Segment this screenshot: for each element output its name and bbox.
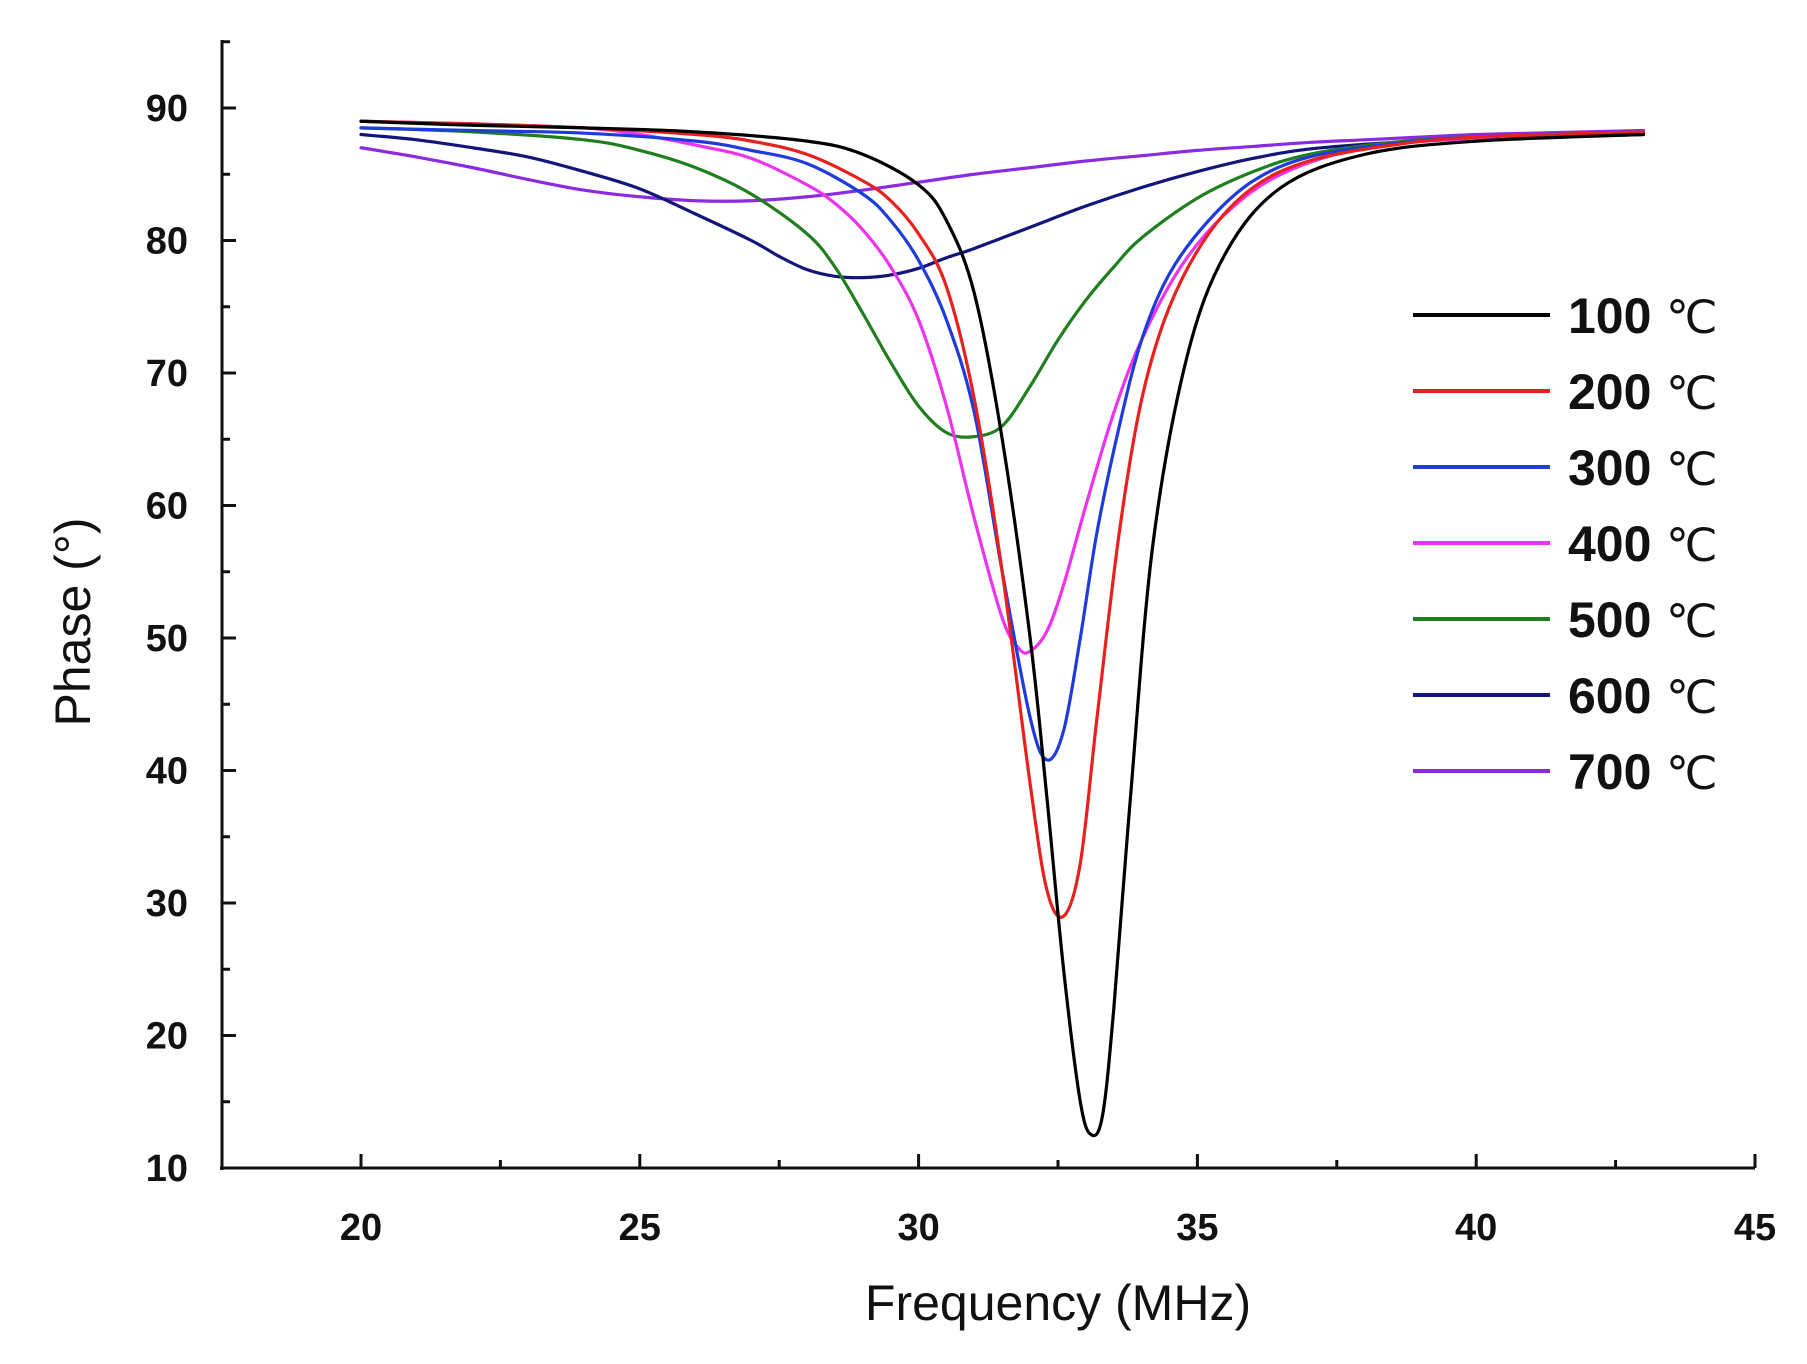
- legend-label: 200: [1568, 364, 1651, 420]
- ticks-group: 10 20 30 40 50 60 70 80 90 20 25 30 35 40 45: [146, 40, 1776, 1249]
- series-line-300: [359, 126, 1646, 762]
- y-tick-label: 30: [146, 883, 188, 925]
- x-tick-label: 35: [1176, 1207, 1218, 1249]
- legend-label: 300: [1568, 440, 1651, 496]
- y-tick-label: 20: [146, 1016, 188, 1058]
- legend-label: 100: [1568, 288, 1651, 344]
- series-line-500: [359, 126, 1646, 439]
- series-line-100: [359, 119, 1646, 1138]
- axes-group: [220, 40, 1755, 1170]
- series-group: [359, 119, 1646, 1138]
- legend-unit: ℃: [1666, 443, 1718, 495]
- legend-label: 600: [1568, 668, 1651, 724]
- x-tick-label: 45: [1734, 1207, 1776, 1249]
- legend-unit: ℃: [1666, 595, 1718, 647]
- y-tick-label: 50: [146, 618, 188, 660]
- legend-label: 700: [1568, 744, 1651, 800]
- legend-unit: ℃: [1666, 519, 1718, 571]
- y-tick-label: 60: [146, 486, 188, 528]
- legend-unit: ℃: [1666, 367, 1718, 419]
- y-tick-label: 80: [146, 221, 188, 263]
- series-line-700: [359, 128, 1646, 203]
- x-tick-label: 20: [340, 1207, 382, 1249]
- legend-label: 500: [1568, 592, 1651, 648]
- y-tick-label: 70: [146, 353, 188, 395]
- series-line-600: [359, 132, 1646, 280]
- y-axis-title: Phase (°): [45, 518, 101, 727]
- legend: 100 ℃ 200 ℃ 300 ℃ 400 ℃ 500 ℃ 600 ℃ 700 ℃: [1413, 288, 1718, 800]
- y-tick-label: 90: [146, 88, 188, 130]
- legend-unit: ℃: [1666, 671, 1718, 723]
- x-tick-label: 25: [619, 1207, 661, 1249]
- legend-label: 400: [1568, 516, 1651, 572]
- x-tick-label: 30: [897, 1207, 939, 1249]
- series-line-200: [359, 119, 1646, 919]
- x-tick-label: 40: [1455, 1207, 1497, 1249]
- y-tick-label: 10: [146, 1148, 188, 1190]
- legend-unit: ℃: [1666, 747, 1718, 799]
- y-tick-label: 40: [146, 751, 188, 793]
- legend-unit: ℃: [1666, 291, 1718, 343]
- x-axis-title: Frequency (MHz): [865, 1275, 1251, 1331]
